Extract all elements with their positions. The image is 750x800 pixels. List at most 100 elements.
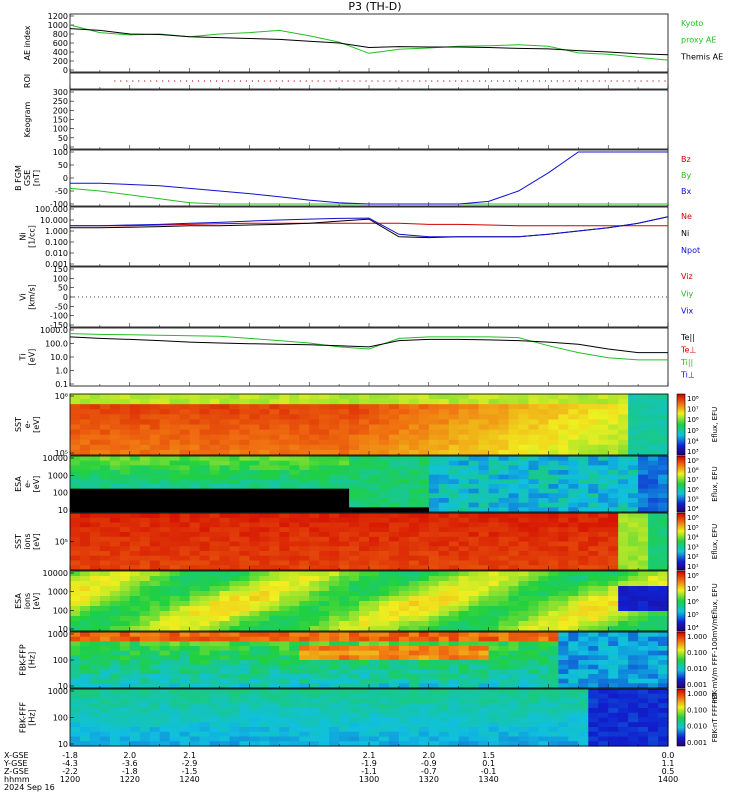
spectrogram-cell xyxy=(70,596,81,602)
spectrogram-cell xyxy=(658,571,669,577)
spectrogram-cell xyxy=(488,527,500,533)
spectrogram-cell xyxy=(169,717,181,723)
spectrogram-cell xyxy=(408,708,420,714)
spectrogram-cell xyxy=(199,616,211,622)
spectrogram-cell xyxy=(398,560,410,566)
spectrogram-cell xyxy=(219,571,231,577)
spectrogram-cell xyxy=(488,736,500,742)
spectrogram-cell xyxy=(568,419,579,426)
spectrogram-cell xyxy=(269,522,280,528)
spectrogram-cell xyxy=(608,596,619,602)
spectrogram-cell xyxy=(279,596,290,602)
spectrogram-cell xyxy=(588,664,599,670)
spectrogram-cell xyxy=(349,394,360,400)
spectrogram-cell xyxy=(299,460,310,466)
spectrogram-cell xyxy=(149,731,161,738)
spectrogram-cell xyxy=(289,632,300,638)
spectrogram-cell xyxy=(498,650,510,656)
roi-dot xyxy=(616,80,618,82)
spectrogram-cell xyxy=(89,409,101,415)
spectrogram-cell xyxy=(89,581,101,587)
spectrogram-cell xyxy=(548,465,559,471)
spectrogram-cell xyxy=(249,722,260,728)
spectrogram-cell xyxy=(89,621,101,627)
spectrogram-cell xyxy=(428,717,440,723)
spectrogram-cell xyxy=(408,646,420,652)
spectrogram-cell xyxy=(149,414,161,421)
spectrogram-cell xyxy=(638,444,649,451)
spectrogram-cell xyxy=(359,517,370,524)
spectrogram-cell xyxy=(408,698,420,704)
y-axis-label: [eV] xyxy=(32,416,41,433)
y-axis-label: [nT] xyxy=(32,170,41,186)
spectrogram-cell xyxy=(628,731,639,738)
spectrogram-cell xyxy=(478,517,490,524)
spectrogram-cell xyxy=(99,498,111,504)
spectrogram-cell xyxy=(119,429,131,436)
spectrogram-cell xyxy=(638,560,649,566)
spectrogram-cell xyxy=(488,678,500,684)
spectrogram-cell xyxy=(648,429,659,436)
y-tick-label: 100 xyxy=(53,714,68,723)
spectrogram-cell xyxy=(478,532,490,538)
spectrogram-cell xyxy=(269,576,280,582)
colorbar-tick-label: 10³ xyxy=(687,448,699,456)
spectrogram-cell xyxy=(369,664,380,670)
spectrogram-cell xyxy=(209,712,221,719)
spectrogram-cell xyxy=(299,434,310,441)
spectrogram-cell xyxy=(289,560,300,566)
spectrogram-cell xyxy=(239,399,250,405)
spectrogram-cell xyxy=(319,722,330,728)
spectrogram-cell xyxy=(199,611,211,617)
spectrogram-cell xyxy=(149,546,161,552)
spectrogram-cell xyxy=(408,541,420,547)
spectrogram-cell xyxy=(199,664,211,670)
spectrogram-cell xyxy=(299,484,310,490)
spectrogram-cell xyxy=(398,419,410,426)
spectrogram-cell xyxy=(289,576,300,582)
spectrogram-cell xyxy=(378,560,390,566)
spectrogram-cell xyxy=(448,565,460,571)
spectrogram-cell xyxy=(169,727,181,733)
spectrogram-cell xyxy=(548,399,559,405)
spectrogram-cell xyxy=(339,717,350,723)
spectrogram-cell xyxy=(179,399,191,405)
spectrogram-cell xyxy=(199,536,211,543)
spectrogram-cell xyxy=(109,606,121,612)
spectrogram-cell xyxy=(229,641,241,647)
spectrogram-cell xyxy=(518,484,530,490)
spectrogram-cell xyxy=(359,414,370,421)
spectrogram-cell xyxy=(249,444,260,451)
spectrogram-cell xyxy=(628,394,639,400)
spectrogram-cell xyxy=(309,551,320,557)
spectrogram-cell xyxy=(478,419,490,426)
spectrogram-cell xyxy=(628,717,639,723)
spectrogram-cell xyxy=(309,601,320,607)
spectrogram-cell xyxy=(129,621,141,627)
spectrogram-cell xyxy=(99,571,111,577)
spectrogram-cell xyxy=(249,678,260,684)
spectrogram-cell xyxy=(149,465,161,471)
spectrogram-cell xyxy=(209,674,221,680)
spectrogram-cell xyxy=(219,703,231,709)
spectrogram-cell xyxy=(109,646,121,652)
spectrogram-cell xyxy=(478,626,490,632)
spectrogram-cell xyxy=(159,693,171,700)
spectrogram-cell xyxy=(618,517,629,524)
spectrogram-cell xyxy=(329,394,340,400)
spectrogram-cell xyxy=(378,636,390,642)
spectrogram-cell xyxy=(448,394,460,400)
spectrogram-cell xyxy=(578,409,589,415)
spectrogram-cell xyxy=(488,498,500,504)
spectrogram-cell xyxy=(219,698,231,704)
spectrogram-cell xyxy=(359,632,370,638)
y-tick-label: 100 xyxy=(53,606,68,615)
spectrogram-cell xyxy=(648,444,659,451)
spectrogram-cell xyxy=(428,674,440,680)
spectrogram-cell xyxy=(289,636,300,642)
spectrogram-cell xyxy=(159,689,171,695)
spectrogram-cell xyxy=(558,581,569,587)
spectrogram-cell xyxy=(159,488,171,494)
spectrogram-cell xyxy=(488,596,500,602)
